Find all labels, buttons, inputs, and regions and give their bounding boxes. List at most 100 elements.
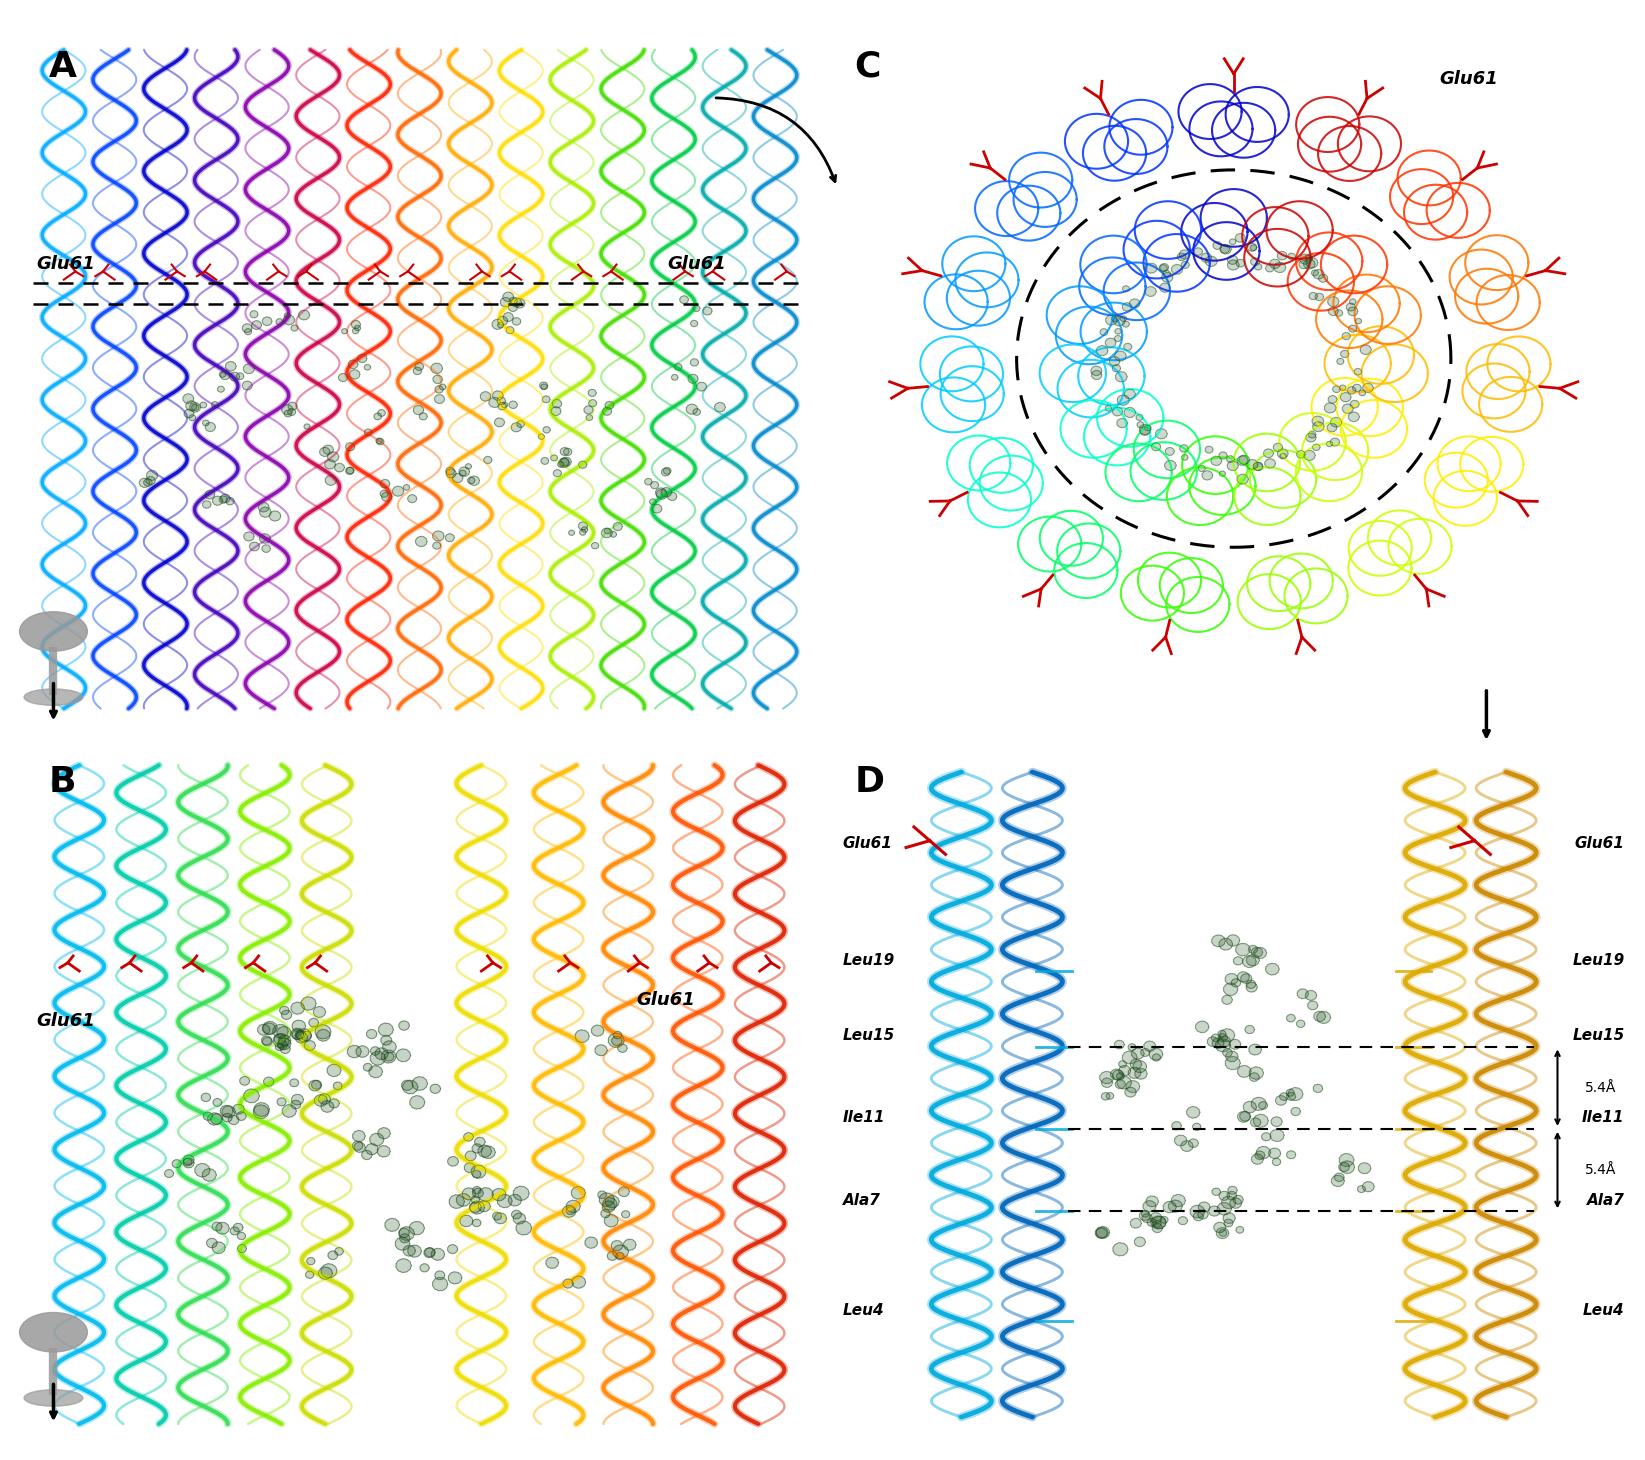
Polygon shape — [245, 328, 252, 334]
Polygon shape — [1249, 945, 1258, 953]
Polygon shape — [479, 1145, 492, 1158]
Polygon shape — [446, 534, 454, 542]
Polygon shape — [327, 451, 339, 461]
Polygon shape — [553, 400, 561, 407]
Polygon shape — [461, 1215, 472, 1226]
Polygon shape — [470, 1202, 485, 1215]
Polygon shape — [1342, 333, 1351, 340]
Polygon shape — [1168, 1200, 1183, 1212]
Text: Leu15: Leu15 — [1573, 1028, 1625, 1042]
Polygon shape — [352, 1130, 365, 1142]
Polygon shape — [183, 1155, 194, 1165]
Polygon shape — [1242, 956, 1257, 968]
Polygon shape — [609, 1034, 623, 1047]
Polygon shape — [1222, 996, 1232, 1004]
Polygon shape — [1296, 451, 1304, 458]
Polygon shape — [1245, 1025, 1255, 1034]
Polygon shape — [540, 383, 548, 390]
Polygon shape — [354, 326, 360, 331]
Polygon shape — [1181, 454, 1188, 460]
Polygon shape — [1252, 1098, 1267, 1111]
Polygon shape — [1324, 403, 1336, 413]
Polygon shape — [291, 1002, 304, 1015]
Polygon shape — [258, 1025, 270, 1035]
Polygon shape — [691, 320, 697, 327]
Polygon shape — [566, 1207, 576, 1215]
Ellipse shape — [20, 1313, 87, 1352]
Polygon shape — [1152, 442, 1161, 451]
Polygon shape — [243, 364, 255, 374]
Polygon shape — [1286, 1089, 1295, 1096]
Polygon shape — [262, 545, 270, 552]
Polygon shape — [202, 1168, 217, 1181]
Polygon shape — [1109, 356, 1120, 366]
Polygon shape — [671, 374, 678, 380]
Polygon shape — [688, 374, 697, 384]
Polygon shape — [1194, 248, 1202, 255]
Polygon shape — [564, 448, 572, 456]
Polygon shape — [301, 1031, 311, 1041]
Polygon shape — [619, 1187, 630, 1197]
Polygon shape — [1096, 1228, 1107, 1238]
Polygon shape — [400, 1226, 415, 1241]
Polygon shape — [1328, 396, 1337, 403]
Polygon shape — [1309, 292, 1318, 299]
Polygon shape — [413, 1076, 428, 1091]
Polygon shape — [472, 1143, 482, 1153]
Polygon shape — [1234, 1196, 1244, 1204]
Polygon shape — [538, 434, 544, 439]
Polygon shape — [202, 420, 209, 426]
Polygon shape — [1219, 1229, 1227, 1237]
Polygon shape — [1191, 1204, 1204, 1218]
Polygon shape — [1189, 1139, 1198, 1148]
Polygon shape — [434, 385, 443, 393]
Polygon shape — [1145, 286, 1156, 296]
Polygon shape — [1145, 425, 1151, 431]
Polygon shape — [1198, 466, 1206, 472]
Polygon shape — [1318, 1012, 1331, 1023]
Polygon shape — [1124, 407, 1135, 418]
Polygon shape — [304, 423, 309, 429]
Polygon shape — [1272, 1117, 1281, 1127]
Polygon shape — [1250, 1073, 1258, 1082]
Polygon shape — [234, 1104, 243, 1114]
Polygon shape — [263, 1077, 275, 1086]
Polygon shape — [1127, 1080, 1140, 1092]
Polygon shape — [1130, 299, 1140, 308]
Polygon shape — [1160, 283, 1170, 292]
Polygon shape — [1217, 1203, 1232, 1215]
Polygon shape — [503, 312, 513, 321]
Polygon shape — [1105, 406, 1112, 412]
Text: Leu4: Leu4 — [842, 1302, 885, 1317]
Polygon shape — [1272, 1158, 1281, 1165]
Polygon shape — [220, 493, 230, 502]
Polygon shape — [396, 1259, 411, 1273]
Polygon shape — [370, 1051, 385, 1066]
Polygon shape — [1142, 1210, 1150, 1218]
Polygon shape — [1313, 422, 1324, 432]
Polygon shape — [382, 492, 392, 501]
Polygon shape — [385, 1053, 393, 1061]
Polygon shape — [280, 1044, 290, 1054]
Polygon shape — [1209, 1206, 1221, 1216]
Polygon shape — [691, 359, 699, 366]
Polygon shape — [497, 1194, 512, 1207]
Polygon shape — [1207, 1037, 1219, 1047]
Polygon shape — [242, 381, 252, 390]
Polygon shape — [1201, 253, 1212, 263]
Polygon shape — [382, 1050, 396, 1063]
Polygon shape — [317, 1029, 331, 1041]
Polygon shape — [1224, 983, 1239, 996]
Polygon shape — [1237, 1066, 1252, 1077]
Polygon shape — [561, 448, 569, 456]
Polygon shape — [605, 402, 614, 409]
Polygon shape — [1270, 1130, 1285, 1142]
Polygon shape — [1165, 460, 1176, 470]
Polygon shape — [551, 456, 558, 461]
Polygon shape — [1150, 1048, 1163, 1060]
Polygon shape — [1337, 358, 1344, 365]
Polygon shape — [1288, 253, 1296, 260]
Polygon shape — [563, 1279, 574, 1288]
Polygon shape — [1101, 1072, 1114, 1083]
Polygon shape — [592, 1025, 604, 1037]
